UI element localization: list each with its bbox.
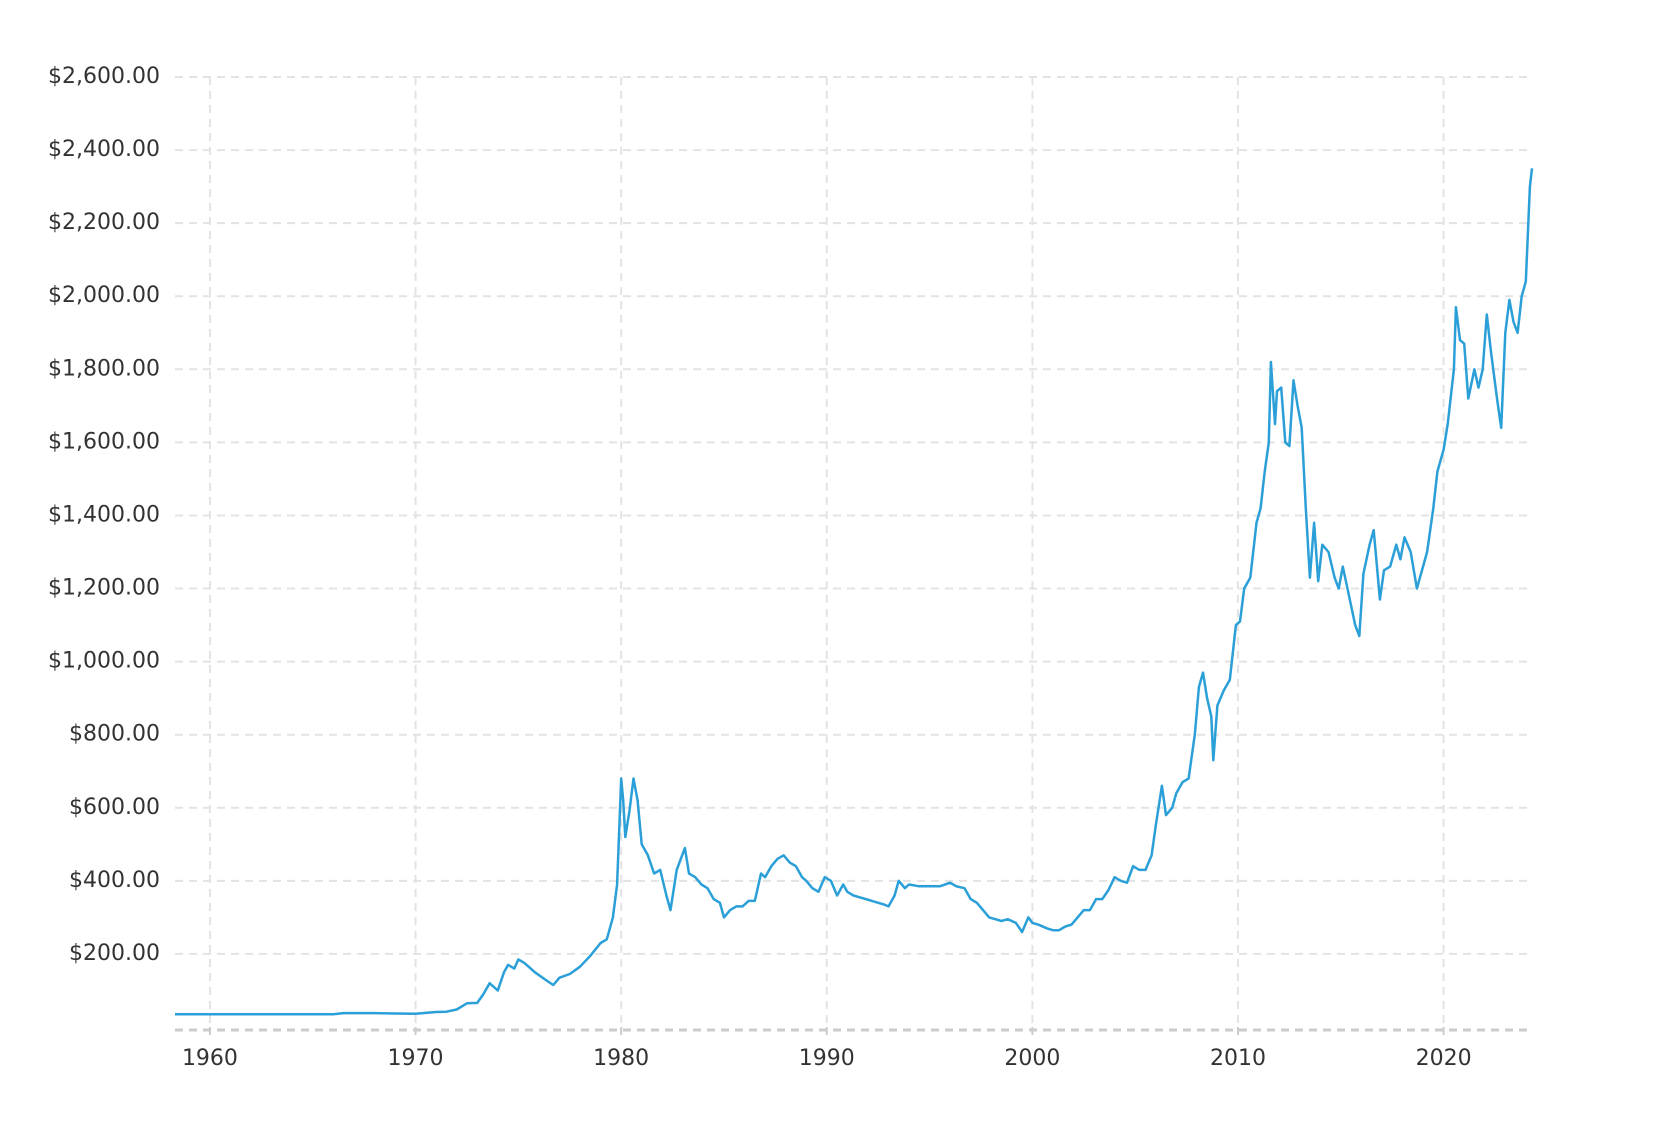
- y-tick-label: $1,400.00: [48, 502, 160, 527]
- y-tick-label: $200.00: [69, 941, 160, 966]
- y-tick-label: $2,200.00: [48, 210, 160, 235]
- x-tick-label: 1980: [593, 1046, 649, 1071]
- x-tick-label: 1970: [388, 1046, 444, 1071]
- y-tick-label: $2,400.00: [48, 137, 160, 162]
- x-tick-label: 1990: [799, 1046, 855, 1071]
- y-tick-label: $400.00: [69, 868, 160, 893]
- y-tick-label: $2,600.00: [48, 64, 160, 89]
- x-tick-label: 2000: [1004, 1046, 1060, 1071]
- y-tick-label: $1,200.00: [48, 576, 160, 601]
- y-tick-label: $1,800.00: [48, 356, 160, 381]
- y-tick-label: $600.00: [69, 795, 160, 820]
- y-tick-label: $800.00: [69, 722, 160, 747]
- x-tick-label: 1960: [182, 1046, 238, 1071]
- price-line: [175, 168, 1534, 1016]
- x-tick-label: 2010: [1210, 1046, 1266, 1071]
- y-tick-label: $2,000.00: [48, 283, 160, 308]
- y-tick-label: $1,600.00: [48, 429, 160, 454]
- y-tick-label: $1,000.00: [48, 649, 160, 674]
- x-tick-label: 2020: [1416, 1046, 1472, 1071]
